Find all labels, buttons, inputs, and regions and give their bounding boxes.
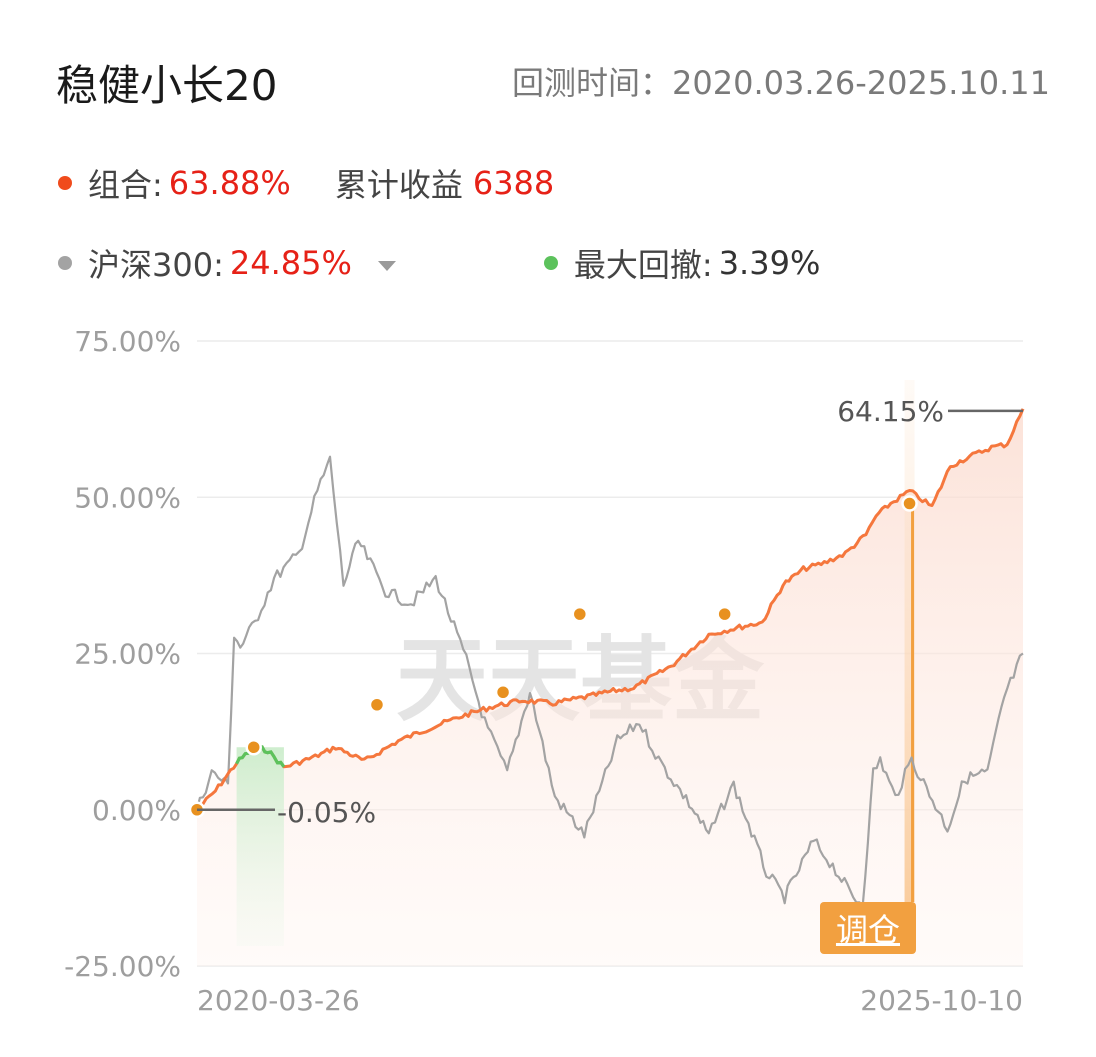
y-tick-label: 0.00%	[92, 794, 181, 827]
page-title: 稳健小长20	[56, 61, 278, 110]
y-axis-ticks: 75.00% 50.00% 25.00% 0.00% -25.00%	[64, 325, 181, 983]
benchmark-value: 24.85%	[229, 244, 352, 282]
rebalance-point	[901, 495, 918, 512]
portfolio-legend-row: 组合: 63.88% 累计收益 6388	[58, 160, 554, 206]
portfolio-line	[195, 408, 1025, 811]
portfolio-value: 63.88%	[168, 164, 291, 202]
y-tick-label: -25.00%	[64, 950, 181, 983]
y-tick-label: 75.00%	[74, 325, 181, 358]
rebalance-point	[571, 605, 589, 623]
x-tick-label: 2025-10-10	[860, 984, 1023, 1017]
rebalance-button[interactable]: 调仓	[820, 902, 916, 954]
portfolio-label: 组合:	[88, 166, 163, 204]
benchmark-label: 沪深300:	[88, 246, 224, 284]
x-tick-label: 2020-03-26	[197, 984, 360, 1017]
dropdown-caret-icon[interactable]	[377, 261, 396, 271]
portfolio-dot-icon	[58, 176, 72, 190]
start-annotation: -0.05%	[277, 796, 376, 829]
benchmark-line	[195, 455, 1024, 908]
rebalance-point	[245, 739, 262, 756]
cumulative-value: 6388	[472, 164, 555, 202]
end-annotation: 64.15%	[837, 395, 944, 428]
drawdown-value: 3.39%	[718, 244, 821, 282]
backtest-period: 回测时间：2020.03.26-2025.10.11	[512, 58, 1050, 104]
benchmark-legend-row: 沪深300: 24.85% 最大回撤: 3.39%	[58, 240, 820, 286]
cumulative-label: 累计收益	[334, 166, 463, 204]
backtest-period-label: 回测时间：	[512, 64, 673, 102]
y-tick-label: 50.00%	[74, 481, 181, 514]
portfolio-area	[197, 408, 1023, 966]
rebalance-point	[716, 605, 733, 623]
rebalance-point	[368, 696, 386, 713]
rebalance-band	[904, 380, 915, 902]
drawdown-label: 最大回撤:	[573, 246, 713, 284]
backtest-period-value: 2020.03.26-2025.10.11	[672, 64, 1050, 102]
benchmark-selector[interactable]: 沪深300: 24.85%	[88, 240, 396, 286]
y-tick-label: 25.00%	[74, 638, 181, 671]
rebalance-point	[494, 684, 512, 701]
drawdown-dot-icon	[543, 256, 558, 270]
benchmark-dot-icon	[58, 256, 72, 270]
drawdown-band	[236, 747, 284, 946]
x-axis-ticks: 2020-03-26 2025-10-10	[197, 984, 1023, 1017]
